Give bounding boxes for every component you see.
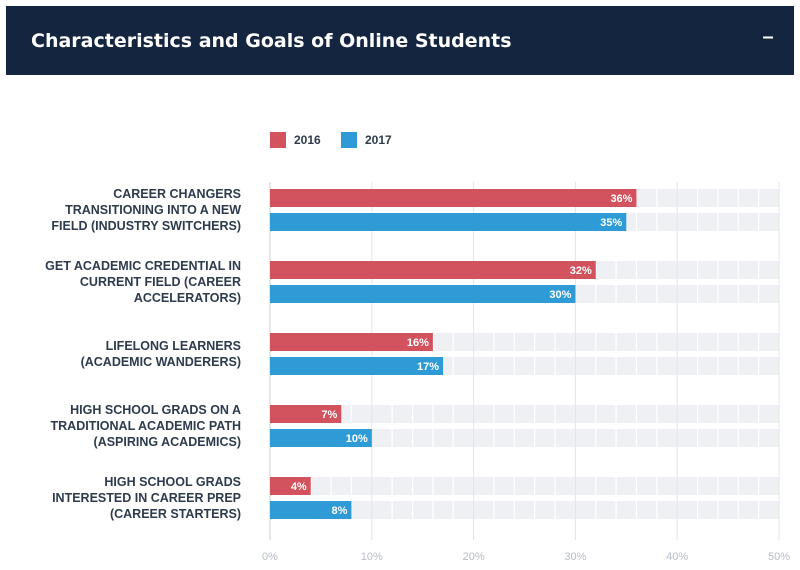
category-label-5: HIGH SCHOOL GRADS: [104, 475, 241, 489]
legend-swatch-2016: [270, 132, 286, 148]
bar-5-2017: [270, 501, 352, 519]
bar-4-2017: [270, 429, 372, 447]
x-tick-label: 40%: [666, 551, 688, 563]
x-tick-label: 0%: [262, 551, 278, 563]
category-label-5: (CAREER STARTERS): [110, 507, 241, 521]
bar-track-4-2017: [270, 429, 779, 447]
bar-3-2016: [270, 333, 433, 351]
value-label-2-2017: 30%: [549, 289, 571, 301]
bar-3-2017: [270, 357, 444, 375]
chart-title: Characteristics and Goals of Online Stud…: [31, 30, 512, 52]
category-label-2: GET ACADEMIC CREDENTIAL IN: [45, 259, 241, 273]
bar-track-5-2017: [270, 501, 779, 519]
legend-swatch-2017: [341, 132, 357, 148]
legend-label-2017: 2017: [365, 133, 392, 147]
value-label-1-2017: 35%: [600, 217, 622, 229]
bar-1-2017: [270, 213, 627, 231]
value-label-1-2016: 36%: [610, 193, 632, 205]
bar-5-2016: [270, 477, 311, 495]
value-label-4-2016: 7%: [321, 409, 337, 421]
collapse-button[interactable]: –: [762, 26, 774, 48]
value-label-4-2017: 10%: [346, 433, 368, 445]
value-label-3-2017: 17%: [417, 361, 439, 373]
chart-header: Characteristics and Goals of Online Stud…: [6, 6, 794, 75]
category-label-3: (ACADEMIC WANDERERS): [81, 355, 241, 369]
value-label-5-2017: 8%: [332, 505, 348, 517]
category-label-4: TRADITIONAL ACADEMIC PATH: [51, 419, 242, 433]
category-label-1: FIELD (INDUSTRY SWITCHERS): [51, 219, 241, 233]
value-label-3-2016: 16%: [407, 337, 429, 349]
category-label-3: LIFELONG LEARNERS: [106, 339, 241, 353]
bar-2-2016: [270, 261, 596, 279]
category-label-1: CAREER CHANGERS: [113, 187, 241, 201]
bar-2-2017: [270, 285, 576, 303]
legend-label-2016: 2016: [294, 133, 321, 147]
bar-4-2016: [270, 405, 342, 423]
category-label-4: HIGH SCHOOL GRADS ON A: [70, 403, 241, 417]
category-label-2: CURRENT FIELD (CAREER: [80, 275, 241, 289]
bar-1-2016: [270, 189, 637, 207]
x-tick-label: 50%: [768, 551, 790, 563]
value-label-2-2016: 32%: [570, 265, 592, 277]
category-label-1: TRANSITIONING INTO A NEW: [65, 203, 241, 217]
category-label-5: INTERESTED IN CAREER PREP: [52, 491, 241, 505]
value-label-5-2016: 4%: [291, 481, 307, 493]
x-tick-label: 30%: [564, 551, 586, 563]
category-label-4: (ASPIRING ACADEMICS): [94, 435, 241, 449]
x-tick-label: 20%: [463, 551, 485, 563]
bar-track-4-2016: [270, 405, 779, 423]
bar-track-5-2016: [270, 477, 779, 495]
category-label-2: ACCELERATORS): [134, 291, 241, 305]
x-tick-label: 10%: [361, 551, 383, 563]
